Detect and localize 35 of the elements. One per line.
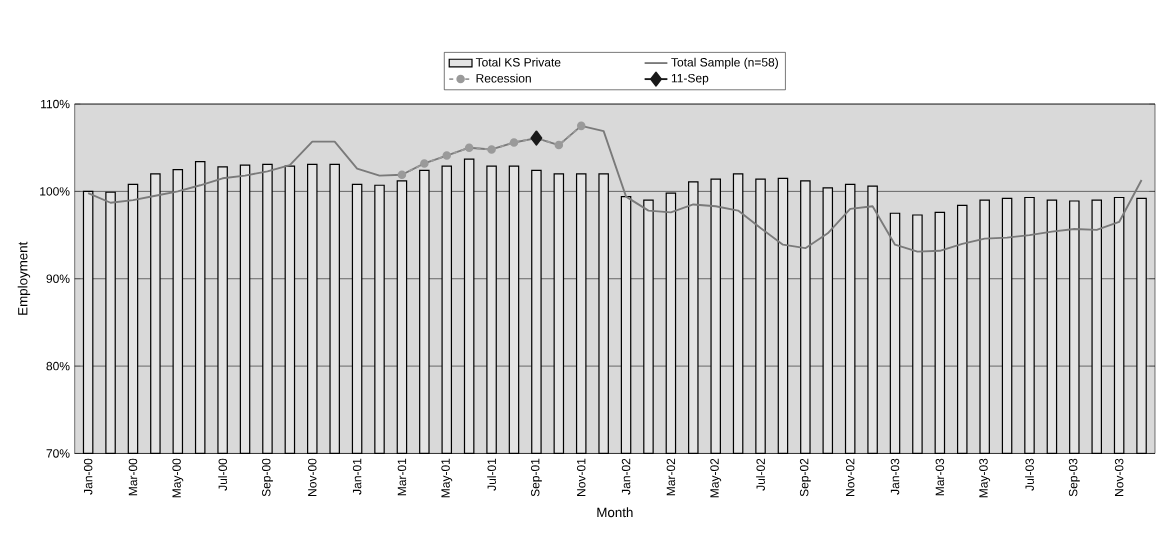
x-axis-title: Month (597, 507, 633, 517)
x-tick-label: Nov-03 (1114, 458, 1124, 496)
x-tick-label: Nov-02 (845, 458, 855, 496)
x-tick-label: Jul-01 (487, 458, 496, 491)
x-tick-label: Mar-03 (935, 458, 945, 495)
x-tick-label: May-01 (441, 458, 453, 497)
y-tick-label: 110% (41, 99, 70, 109)
x-tick-label: Sep-02 (799, 458, 811, 497)
x-tick-label: Sep-03 (1068, 458, 1080, 497)
y-tick-label: 80% (46, 361, 70, 371)
x-tick-label: Mar-02 (666, 458, 676, 495)
x-tick-label: May-03 (979, 458, 991, 497)
y-tick-label: 90% (46, 274, 70, 283)
x-tick-label: Jul-00 (218, 458, 228, 491)
y-tick-label: 70% (46, 448, 70, 458)
x-tick-label: Jan-02 (621, 458, 631, 495)
x-tick-label: Mar-01 (397, 458, 407, 495)
x-tick-label: Jul-02 (756, 458, 765, 491)
x-tick-label: Sep-00 (262, 458, 273, 497)
x-tick-label: Jan-00 (83, 458, 93, 495)
legend-label: Recession (476, 73, 531, 83)
x-tick-label: Sep-01 (530, 458, 542, 497)
x-tick-label: Nov-00 (308, 458, 317, 496)
x-tick-label: Jan-03 (890, 458, 900, 495)
x-tick-label: Jan-01 (352, 458, 362, 495)
legend-label: Total KS Private (475, 57, 561, 67)
x-tick-label: May-02 (710, 458, 722, 497)
y-axis-title: Employment (17, 241, 31, 315)
legend-label: 11-Sep (671, 73, 709, 85)
legend-label: Total Sample (n=58) (671, 57, 778, 69)
x-tick-label: Mar-00 (128, 458, 138, 495)
x-tick-label: May-00 (172, 458, 184, 497)
y-tick-label: 100% (40, 186, 70, 196)
x-tick-label: Nov-01 (576, 458, 586, 496)
x-tick-label: Jul-03 (1025, 458, 1034, 491)
